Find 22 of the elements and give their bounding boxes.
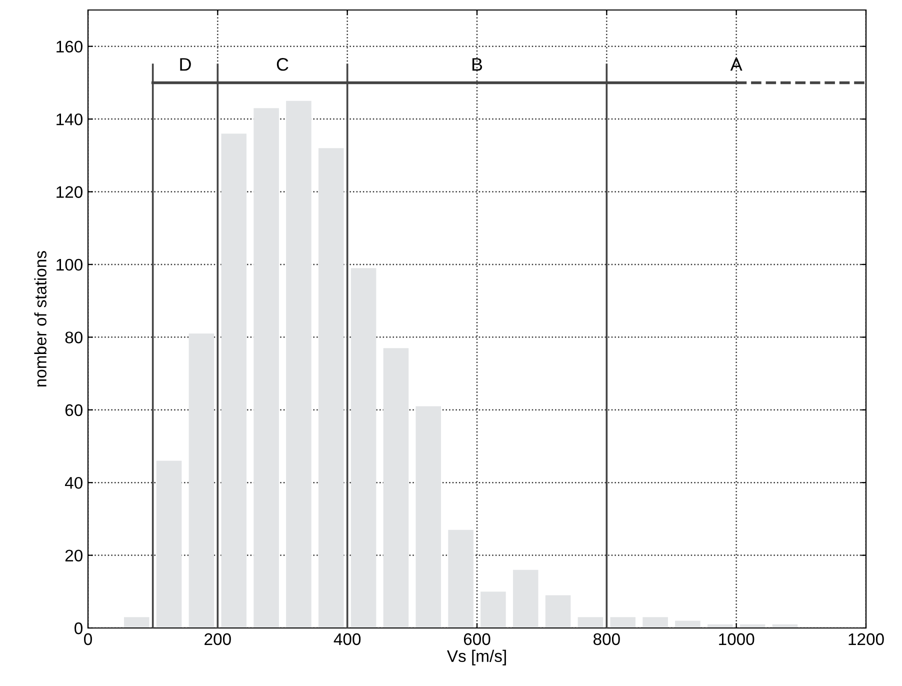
x-tick-label: 400	[334, 633, 361, 646]
x-tick-label: 0	[84, 633, 92, 646]
y-tick-label: 40	[64, 476, 82, 489]
annotation: D	[180, 58, 191, 71]
y-tick-label: 60	[65, 404, 82, 416]
x-tick-label: 800	[593, 633, 620, 646]
y-tick-label: 0	[74, 622, 82, 634]
y-tick-label: 20	[65, 550, 82, 562]
y-tick-label: 140	[56, 113, 82, 126]
y-tick-label: 120	[56, 186, 82, 198]
y-axis-title: nomber of stations	[34, 251, 46, 386]
x-tick-label: 1200	[848, 633, 884, 646]
y-tick-label: 100	[56, 258, 82, 271]
annotation: A	[730, 58, 742, 71]
x-axis-title: Vs [m/s]	[446, 650, 506, 666]
x-tick-label: 200	[204, 633, 231, 646]
y-tick-label: 160	[56, 40, 82, 53]
y-tick-label: 80	[65, 332, 82, 344]
annotation: B	[472, 58, 482, 71]
x-tick-label: 1000	[719, 633, 754, 646]
annotation: C	[276, 58, 288, 71]
x-tick-label: 600	[464, 633, 490, 646]
